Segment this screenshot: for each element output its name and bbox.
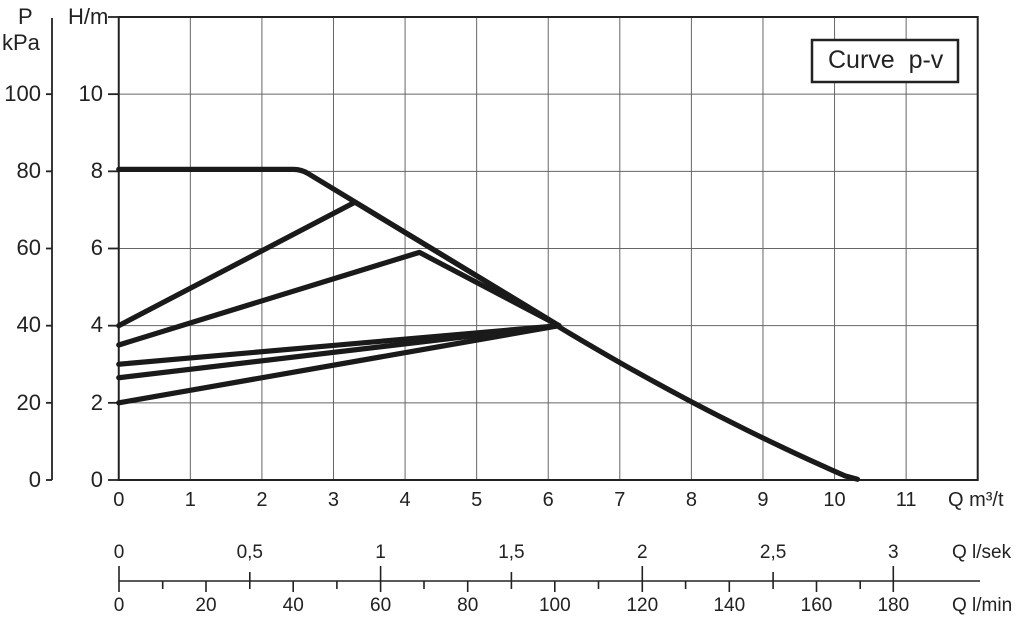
svg-text:7: 7 <box>614 489 625 511</box>
svg-text:1,5: 1,5 <box>498 542 524 563</box>
svg-text:80: 80 <box>457 595 478 616</box>
svg-text:3: 3 <box>888 542 899 563</box>
svg-text:80: 80 <box>17 158 41 183</box>
svg-text:2: 2 <box>91 390 103 415</box>
svg-text:2: 2 <box>637 542 648 563</box>
svg-text:100: 100 <box>539 595 571 616</box>
svg-text:20: 20 <box>195 595 216 616</box>
svg-text:160: 160 <box>801 595 833 616</box>
svg-text:2: 2 <box>256 489 267 511</box>
svg-text:60: 60 <box>17 235 41 260</box>
svg-text:3: 3 <box>328 489 339 511</box>
svg-text:120: 120 <box>626 595 658 616</box>
svg-text:Q m³/t: Q m³/t <box>948 489 1004 511</box>
svg-text:60: 60 <box>370 595 391 616</box>
svg-text:10: 10 <box>79 81 103 106</box>
svg-text:20: 20 <box>17 390 41 415</box>
svg-text:H/m: H/m <box>68 4 108 29</box>
svg-text:0: 0 <box>114 595 125 616</box>
svg-text:180: 180 <box>877 595 909 616</box>
svg-text:0,5: 0,5 <box>237 542 263 563</box>
svg-text:Curve p-v: Curve p-v <box>828 46 944 74</box>
svg-text:Q l/min: Q l/min <box>952 595 1012 616</box>
svg-text:4: 4 <box>91 312 103 337</box>
svg-text:Q l/sek: Q l/sek <box>952 542 1012 563</box>
svg-text:5: 5 <box>471 489 482 511</box>
svg-text:2,5: 2,5 <box>760 542 786 563</box>
svg-text:100: 100 <box>4 81 41 106</box>
svg-text:6: 6 <box>91 235 103 260</box>
svg-text:4: 4 <box>400 489 411 511</box>
svg-text:0: 0 <box>114 542 125 563</box>
svg-text:10: 10 <box>823 489 845 511</box>
svg-text:1: 1 <box>375 542 386 563</box>
svg-text:40: 40 <box>17 312 41 337</box>
svg-text:kPa: kPa <box>2 30 41 55</box>
svg-text:40: 40 <box>283 595 304 616</box>
svg-text:140: 140 <box>713 595 745 616</box>
svg-text:8: 8 <box>91 158 103 183</box>
svg-text:6: 6 <box>543 489 554 511</box>
svg-text:1: 1 <box>185 489 196 511</box>
svg-text:9: 9 <box>757 489 768 511</box>
svg-text:0: 0 <box>113 489 124 511</box>
svg-text:8: 8 <box>686 489 697 511</box>
svg-text:0: 0 <box>91 467 103 492</box>
svg-text:0: 0 <box>29 467 41 492</box>
svg-text:P: P <box>18 4 33 29</box>
svg-text:11: 11 <box>896 489 917 511</box>
